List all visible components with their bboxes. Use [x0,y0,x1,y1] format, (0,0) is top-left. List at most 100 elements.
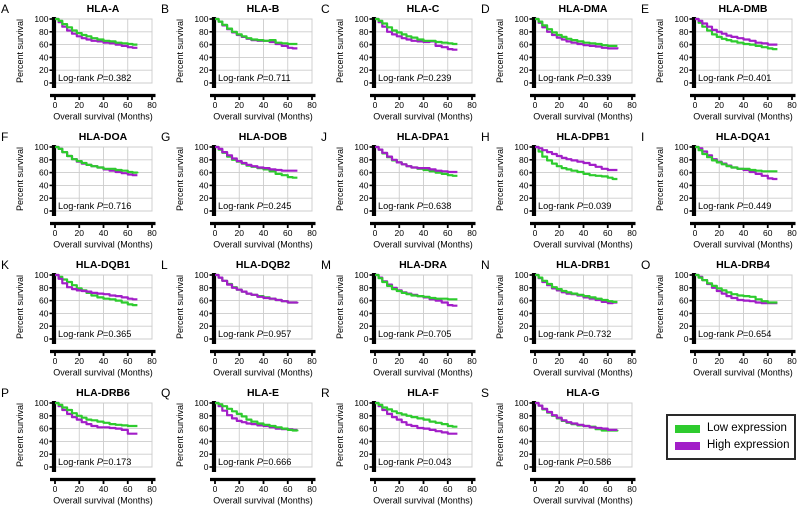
x-tick-label: 80 [787,356,797,366]
y-tick-label: 100 [34,14,48,24]
panel-D-hla-dma: D Percent survival HLA-DMA 0 20 40 60 80 100 Log-… [480,0,640,128]
x-tick-label: 0 [693,100,698,110]
x-tick-label: 0 [373,484,378,494]
panel-title: HLA-E [247,387,279,399]
panel-letter: Q [161,386,170,400]
y-tick-label: 20 [359,65,369,75]
x-tick-label: 40 [579,356,589,366]
panel-title: HLA-B [247,3,280,15]
x-tick-label: 0 [693,356,698,366]
y-tick-label: 40 [519,308,529,318]
y-tick-label: 100 [194,14,208,24]
x-tick-label: 40 [99,100,109,110]
y-tick-label: 100 [514,270,528,280]
km-curve-low-expression [375,401,458,428]
logrank-pvalue: Log-rank P=0.586 [538,457,611,467]
y-tick-label: 0 [524,206,529,216]
x-tick-label: 80 [467,484,477,494]
km-curve-low-expression [55,401,138,428]
logrank-pvalue: Log-rank P=0.732 [538,329,611,339]
panel-title: HLA-DPA1 [397,131,449,143]
y-tick-label: 60 [39,424,49,434]
x-tick-label: 80 [787,228,797,238]
legend-label-high-expression: High expression [707,439,790,451]
km-curve-low-expression [55,273,138,307]
x-tick-label: 80 [787,100,797,110]
x-tick-label: 60 [283,100,293,110]
panel-letter: B [161,2,169,16]
x-tick-label: 0 [373,356,378,366]
panel-letter: C [321,2,330,16]
x-axis-label: Overall survival (Months) [693,368,793,378]
y-tick-label: 80 [519,411,529,421]
x-tick-label: 20 [235,484,245,494]
x-tick-label: 80 [627,100,637,110]
x-tick-label: 40 [419,356,429,366]
x-axis-label: Overall survival (Months) [373,368,473,378]
y-tick-label: 20 [679,65,689,75]
x-axis-label: Overall survival (Months) [693,240,793,250]
x-tick-label: 80 [147,484,157,494]
x-tick-label: 40 [259,100,269,110]
logrank-pvalue: Log-rank P=0.039 [538,201,611,211]
logrank-pvalue: Log-rank P=0.449 [698,201,771,211]
panel-title: HLA-DRB1 [556,259,610,271]
y-tick-label: 20 [519,449,529,459]
x-tick-label: 0 [53,100,58,110]
y-tick-label: 0 [44,206,49,216]
y-tick-label: 100 [354,398,368,408]
y-axis-label: Percent survival [15,19,25,83]
y-tick-label: 100 [34,142,48,152]
x-tick-label: 60 [123,100,133,110]
y-tick-label: 40 [679,308,689,318]
x-tick-label: 0 [213,484,218,494]
y-tick-label: 20 [519,193,529,203]
x-tick-label: 20 [715,228,725,238]
x-tick-label: 60 [603,484,613,494]
panel-title: HLA-DOB [239,131,288,143]
y-tick-label: 60 [39,40,49,50]
x-tick-label: 60 [603,228,613,238]
legend-box: Low expression High expression [666,414,796,460]
y-axis-label: Percent survival [175,19,185,83]
y-tick-label: 80 [359,27,369,37]
y-tick-label: 40 [519,52,529,62]
x-tick-label: 20 [555,356,565,366]
km-curve-low-expression [535,145,618,181]
panel-N-hla-drb1: N Percent survival HLA-DRB1 0 20 40 60 80 100 Log… [480,256,640,384]
x-tick-label: 60 [603,100,613,110]
panel-title: HLA-DQB1 [76,259,130,271]
x-tick-label: 60 [283,484,293,494]
x-tick-label: 0 [213,356,218,366]
x-tick-label: 60 [283,356,293,366]
x-tick-label: 60 [443,228,453,238]
x-axis-label: Overall survival (Months) [533,496,633,506]
legend-item-low-expression: Low expression [675,422,787,435]
x-tick-label: 40 [99,484,109,494]
x-tick-label: 20 [395,100,405,110]
x-tick-label: 60 [283,228,293,238]
y-tick-label: 20 [519,321,529,331]
panel-M-hla-dra: M Percent survival HLA-DRA 0 20 40 60 80 100 Log-… [320,256,480,384]
x-tick-label: 40 [259,228,269,238]
x-tick-label: 40 [259,484,269,494]
panel-S-hla-g: S Percent survival HLA-G 0 20 40 60 80 100 Log-ra… [480,384,640,512]
y-axis-label: Percent survival [335,403,345,467]
km-curve-high-expression [535,17,619,50]
panel-letter: J [321,130,327,144]
y-tick-label: 0 [364,462,369,472]
y-tick-label: 60 [359,40,369,50]
y-axis-label: Percent survival [655,147,665,211]
x-tick-label: 0 [213,228,218,238]
panel-letter: D [481,2,490,16]
x-tick-label: 60 [123,228,133,238]
y-tick-label: 40 [679,52,689,62]
y-tick-label: 20 [199,193,209,203]
x-tick-label: 60 [763,228,773,238]
km-curve-high-expression [535,401,618,431]
panel-letter: P [1,386,9,400]
x-tick-label: 20 [715,356,725,366]
y-tick-label: 100 [674,270,688,280]
x-tick-label: 80 [307,484,317,494]
km-curve-low-expression [535,17,618,47]
